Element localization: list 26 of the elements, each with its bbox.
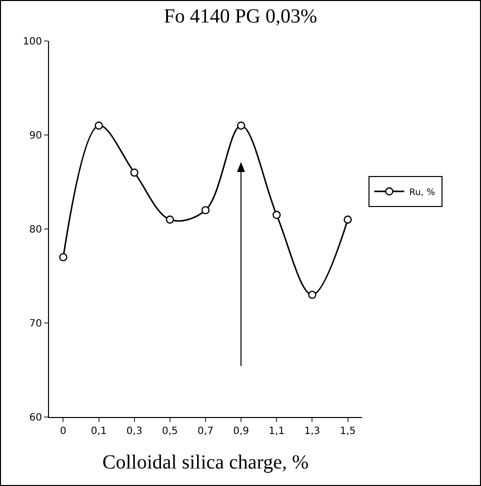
point [166,216,174,224]
point [130,168,138,177]
legend-label: Ru, % [409,188,436,198]
y-tick-label: 100 [22,36,42,48]
point [201,206,210,214]
point [344,216,352,224]
y-tick-label: 60 [29,412,42,424]
x-tick-label: 1,5 [340,426,356,437]
x-tick-label: 0,7 [198,426,214,437]
point [94,122,103,130]
x-tick-label: 0,5 [162,426,178,437]
x-tick-label: 0 [60,426,66,437]
x-tick-label: 0,9 [233,426,250,437]
y-tick-label: 80 [29,224,42,236]
x-axis-title: Colloidal silica charge, % [102,452,309,474]
x-tick-label: 1,3 [304,426,320,437]
y-tick-label: 70 [29,318,42,330]
x-tick-label: 1,1 [268,426,285,437]
chart-title: Fo 4140 PG 0,03% [164,5,318,28]
x-tick-label: 0,3 [126,426,142,437]
y-tick-label: 90 [29,130,42,142]
x-tick-label: 0,1 [90,426,107,437]
point [236,122,246,130]
point [59,253,68,262]
point [272,210,281,219]
point [308,290,316,299]
